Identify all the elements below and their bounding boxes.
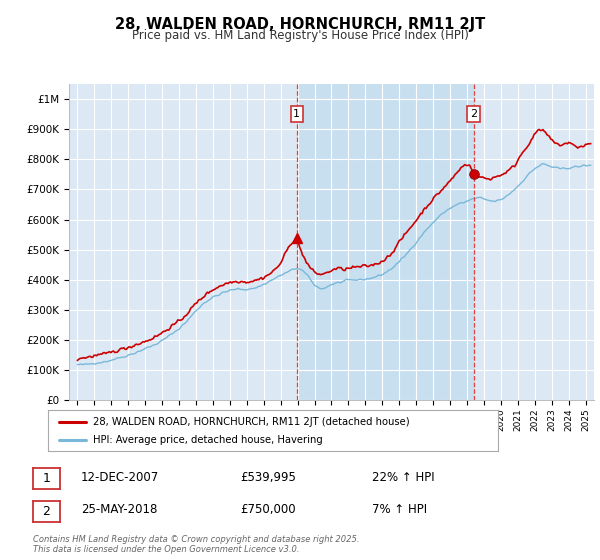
Text: 25-MAY-2018: 25-MAY-2018 — [81, 503, 157, 516]
Text: 2: 2 — [43, 505, 50, 518]
Bar — [297, 84, 473, 400]
Text: £750,000: £750,000 — [240, 503, 296, 516]
Text: Price paid vs. HM Land Registry's House Price Index (HPI): Price paid vs. HM Land Registry's House … — [131, 29, 469, 42]
Text: 12-DEC-2007: 12-DEC-2007 — [81, 470, 159, 484]
Text: 1: 1 — [293, 109, 300, 119]
Text: Contains HM Land Registry data © Crown copyright and database right 2025.
This d: Contains HM Land Registry data © Crown c… — [33, 535, 359, 554]
Text: 1: 1 — [43, 472, 50, 486]
Text: 28, WALDEN ROAD, HORNCHURCH, RM11 2JT: 28, WALDEN ROAD, HORNCHURCH, RM11 2JT — [115, 17, 485, 32]
Text: 22% ↑ HPI: 22% ↑ HPI — [372, 470, 434, 484]
Text: 2: 2 — [470, 109, 477, 119]
Text: 7% ↑ HPI: 7% ↑ HPI — [372, 503, 427, 516]
Text: 28, WALDEN ROAD, HORNCHURCH, RM11 2JT (detached house): 28, WALDEN ROAD, HORNCHURCH, RM11 2JT (d… — [93, 417, 410, 427]
Text: £539,995: £539,995 — [240, 470, 296, 484]
Text: HPI: Average price, detached house, Havering: HPI: Average price, detached house, Have… — [93, 435, 323, 445]
